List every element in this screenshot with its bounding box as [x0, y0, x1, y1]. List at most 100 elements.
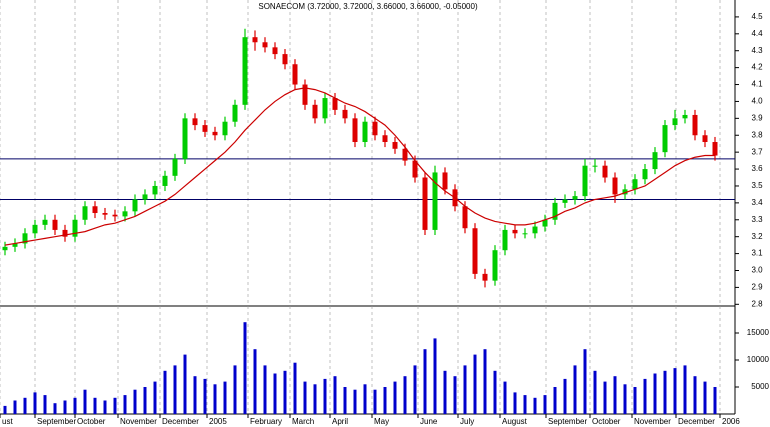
volume-bar — [623, 384, 627, 414]
volume-bar — [293, 362, 297, 414]
volume-bar — [73, 397, 77, 414]
candle-body — [482, 273, 488, 281]
candle-body — [12, 243, 18, 247]
volume-bar — [323, 378, 327, 414]
y-tick-label: 4.0 — [751, 97, 763, 106]
volume-bar — [233, 365, 237, 414]
volume-bar — [223, 381, 227, 414]
candle-body — [52, 219, 58, 230]
volume-bar — [273, 373, 277, 414]
y-tick-label: 3.9 — [751, 113, 763, 122]
candle-body — [22, 233, 28, 244]
candle-body — [102, 213, 108, 215]
candle-body — [362, 121, 368, 143]
x-tick-label: May — [374, 417, 389, 426]
volume-bar — [493, 370, 497, 414]
volume-bar — [113, 397, 117, 414]
candle-body — [372, 121, 378, 136]
candle-body — [692, 114, 698, 136]
volume-bar — [583, 349, 587, 414]
volume-bar — [343, 387, 347, 414]
candle-body — [332, 98, 338, 110]
candle-body — [132, 199, 138, 212]
y-tick-label: 5000 — [751, 382, 769, 391]
candle-body — [262, 42, 268, 48]
candle-body — [592, 165, 598, 167]
volume-bar — [553, 387, 557, 414]
x-tick-label: July — [460, 417, 474, 426]
y-tick-label: 3.4 — [751, 198, 763, 207]
candle-body — [72, 219, 78, 237]
y-tick-label: 3.8 — [751, 130, 763, 139]
x-tick-label: March — [292, 417, 314, 426]
volume-bar — [483, 349, 487, 414]
volume-bar — [253, 349, 257, 414]
volume-bar — [133, 389, 137, 414]
candle-body — [472, 228, 478, 274]
volume-bar — [613, 376, 617, 414]
candle-body — [492, 250, 498, 281]
volume-bar — [603, 381, 607, 414]
candle-body — [2, 246, 8, 251]
y-tick-label: 3.5 — [751, 181, 763, 190]
y-tick-label: 2.8 — [751, 299, 763, 308]
moving-average — [4, 87, 715, 246]
volume-bar — [393, 381, 397, 414]
candle-body — [352, 118, 358, 143]
x-tick-label: November — [634, 417, 671, 426]
y-tick-label: 3.3 — [751, 215, 763, 224]
candle-body — [192, 118, 198, 126]
candle-body — [222, 121, 228, 136]
y-tick-label: 4.4 — [751, 29, 763, 38]
candle-body — [82, 206, 88, 220]
volume-bar — [33, 392, 37, 414]
y-tick-label: 4.2 — [751, 63, 763, 72]
x-tick-label: June — [420, 417, 438, 426]
candle-body — [212, 131, 218, 136]
volume-bar — [713, 387, 717, 414]
volume-bar — [683, 365, 687, 414]
volume-bar — [693, 376, 697, 414]
y-tick-label: 3.6 — [751, 164, 763, 173]
candle-body — [532, 226, 538, 234]
volume-bar — [203, 378, 207, 414]
volume-bar — [153, 381, 157, 414]
candle-body — [172, 158, 178, 176]
candle-body — [112, 214, 118, 217]
candle-body — [272, 47, 278, 55]
volume-bar — [303, 381, 307, 414]
candle-body — [702, 135, 708, 143]
candle-body — [442, 172, 448, 190]
candle-body — [662, 125, 668, 153]
candle-body — [422, 177, 428, 230]
x-tick-label: November — [120, 417, 157, 426]
volume-bar — [363, 384, 367, 414]
x-tick-label: December — [678, 417, 715, 426]
volume-bar — [193, 376, 197, 414]
volume-bar — [13, 400, 17, 414]
candle-body — [312, 104, 318, 119]
volume-bar — [23, 397, 27, 414]
candle-body — [672, 118, 678, 126]
candle-body — [182, 118, 188, 159]
candle-body — [572, 196, 578, 200]
candle-body — [252, 37, 258, 43]
volume-bar — [373, 389, 377, 414]
volume-bar — [403, 376, 407, 414]
candle-body — [342, 109, 348, 119]
candle-body — [512, 229, 518, 234]
volume-bar — [453, 376, 457, 414]
volume-bar — [423, 349, 427, 414]
x-tick-label: September — [37, 417, 76, 426]
y-tick-label: 4.1 — [751, 80, 763, 89]
volume-bar — [463, 365, 467, 414]
volume-bar — [653, 373, 657, 414]
volume-bar — [353, 389, 357, 414]
volume-bar — [163, 370, 167, 414]
volume-bar — [413, 365, 417, 414]
candle-body — [602, 165, 608, 178]
volume-bar — [703, 381, 707, 414]
candle-body — [612, 177, 618, 195]
x-tick-label: August — [502, 417, 528, 426]
candle-body — [522, 233, 528, 235]
